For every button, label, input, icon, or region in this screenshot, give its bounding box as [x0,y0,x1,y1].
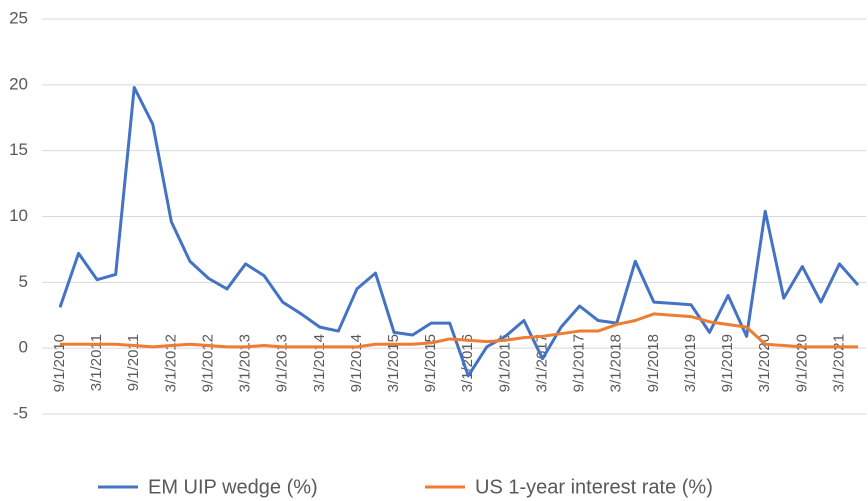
series-line [60,312,858,349]
x-tick-label: 3/1/2016 [459,334,476,392]
y-tick-label: 15 [9,140,28,159]
y-tick-label: 5 [19,272,28,291]
x-tick-label: 3/1/2012 [162,334,179,392]
x-tick-label: 9/1/2014 [348,334,365,392]
x-tick-label: 9/1/2015 [422,334,439,392]
y-tick-label: 0 [19,338,28,357]
legend-label: US 1-year interest rate (%) [475,476,713,498]
x-tick-label: 3/1/2019 [682,334,699,392]
x-tick-label: 3/1/2011 [88,334,105,391]
x-tick-label: 9/1/2013 [274,334,291,392]
legend-label: EM UIP wedge (%) [148,476,318,498]
x-tick-label: 3/1/2020 [756,334,773,392]
series-line [58,85,860,378]
x-tick-label: 3/1/2013 [237,334,254,392]
x-tick-label: 9/1/2020 [793,334,810,392]
x-tick-label: 9/1/2011 [125,334,142,391]
x-tick-label: 9/1/2012 [199,334,216,392]
x-tick-label: 3/1/2015 [385,334,402,392]
x-tick-label: 3/1/2021 [830,334,847,392]
x-tick-label: 9/1/2018 [645,334,662,392]
x-tick-label: 9/1/2010 [51,334,68,392]
y-tick-label: 10 [9,206,28,225]
y-tick-label: 25 [9,8,28,27]
y-tick-label: 20 [9,74,28,93]
x-tick-label: 9/1/2017 [571,334,588,392]
x-tick-label: 9/1/2016 [496,334,513,392]
x-tick-label: 9/1/2019 [719,334,736,392]
x-tick-label: 3/1/2014 [311,334,328,392]
y-tick-label: -5 [13,403,28,422]
x-tick-label: 3/1/2018 [608,334,625,392]
